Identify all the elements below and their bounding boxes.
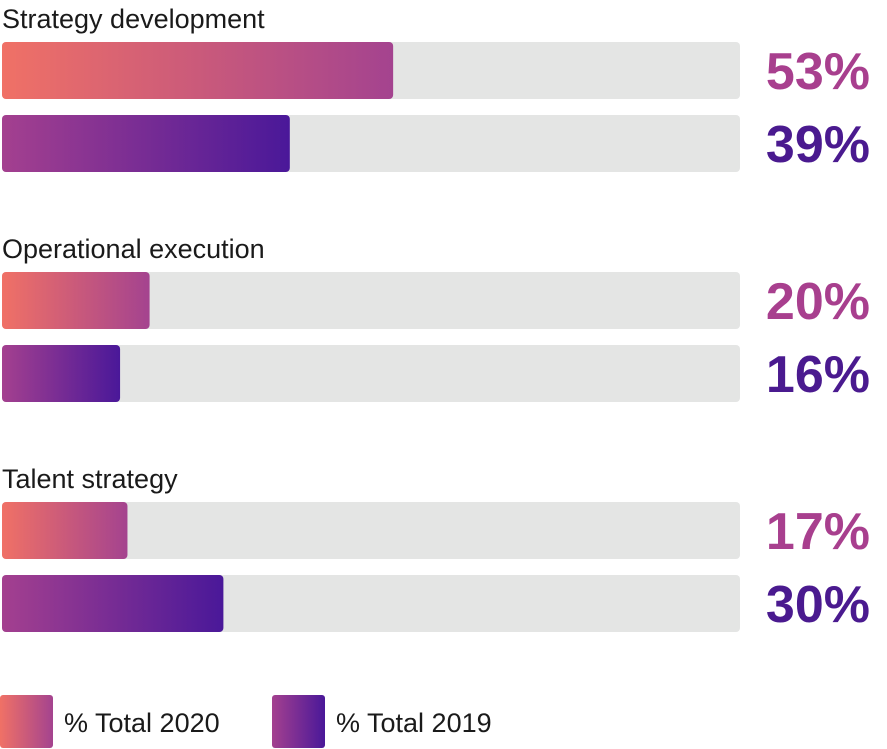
legend-swatch [0, 695, 53, 748]
bar-track [2, 345, 740, 402]
legend-item-total-2020: % Total 2020 [0, 695, 220, 748]
bar-total-2020-strategy-development [2, 42, 394, 99]
value-label: 39% [766, 116, 870, 174]
category-label: Operational execution [2, 234, 265, 264]
bar-total-2020-operational-execution [2, 272, 150, 329]
bar-groups: Strategy development 53% 39% Operational ex… [2, 4, 870, 634]
value-label: 16% [766, 346, 870, 404]
legend-swatch [272, 695, 325, 748]
bar-total-2020-talent-strategy [2, 502, 128, 559]
bar-group-strategy-development: Strategy development 53% 39% [2, 4, 870, 174]
legend-label: % Total 2019 [336, 708, 492, 738]
legend-label: % Total 2020 [64, 708, 220, 738]
bar-total-2019-talent-strategy [2, 575, 224, 632]
value-label: 53% [766, 43, 870, 101]
legend: % Total 2020 % Total 2019 [0, 695, 492, 748]
bar-total-2019-operational-execution [2, 345, 121, 402]
bar-group-operational-execution: Operational execution 20% 16% [2, 234, 870, 404]
category-label: Strategy development [2, 4, 265, 34]
bar-total-2019-strategy-development [2, 115, 290, 172]
bar-track [2, 502, 740, 559]
value-label: 20% [766, 273, 870, 331]
bar-track [2, 272, 740, 329]
legend-item-total-2019: % Total 2019 [272, 695, 492, 748]
value-label: 17% [766, 503, 870, 561]
bar-group-talent-strategy: Talent strategy 17% 30% [2, 464, 870, 634]
value-label: 30% [766, 576, 870, 634]
category-label: Talent strategy [2, 464, 178, 494]
